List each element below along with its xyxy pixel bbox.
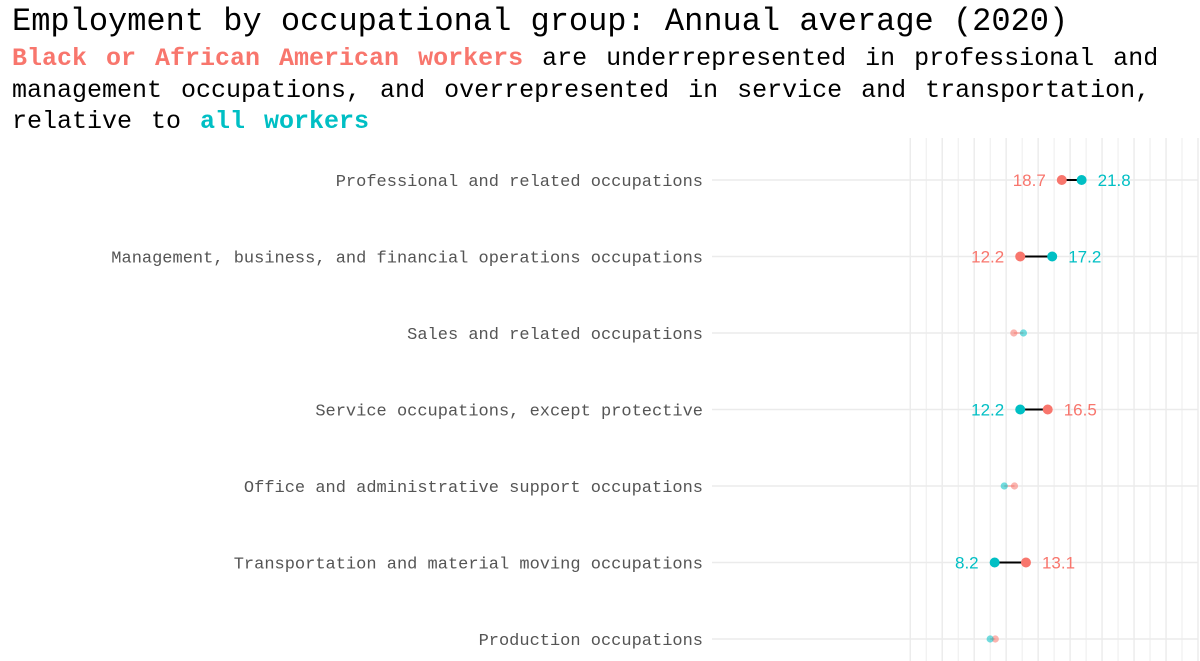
subtitle-text: are underrepresented in professional and… (12, 44, 1159, 136)
category-label: Management, business, and financial oper… (111, 250, 703, 269)
value-label-high: 17.2 (1068, 248, 1101, 267)
value-label-high: 16.5 (1064, 401, 1097, 420)
point-black-workers (991, 635, 999, 643)
value-label-low: 18.7 (1013, 171, 1046, 190)
point-all-workers (1015, 404, 1026, 415)
subtitle-highlight-black-workers: Black or African American workers (12, 44, 524, 73)
value-label-high: 21.8 (1098, 171, 1131, 190)
category-label: Professional and related occupations (336, 173, 703, 192)
point-all-workers (989, 557, 1000, 568)
subtitle-highlight-all-workers: all workers (200, 107, 370, 136)
point-all-workers (1047, 251, 1058, 262)
row-5: Transportation and material moving occup… (234, 554, 1075, 575)
category-label: Service occupations, except protective (315, 403, 703, 422)
category-label: Production occupations (479, 632, 703, 651)
chart-rows: Professional and related occupations 18.7… (111, 171, 1130, 651)
row-4: Office and administrative support occupa… (244, 479, 1019, 498)
point-black-workers (1010, 482, 1019, 490)
row-3: Service occupations, except protective 12… (315, 401, 1096, 422)
value-label-low: 12.2 (971, 248, 1004, 267)
point-black-workers (1042, 404, 1053, 415)
point-all-workers (986, 635, 994, 643)
chart-grid (712, 138, 1199, 661)
point-black-workers (1020, 557, 1031, 568)
row-1: Management, business, and financial oper… (111, 248, 1101, 269)
chart-title: Employment by occupational group: Annual… (12, 3, 1069, 40)
category-label: Sales and related occupations (407, 326, 703, 345)
point-all-workers (1019, 329, 1028, 337)
point-all-workers (1000, 482, 1008, 490)
category-label: Office and administrative support occupa… (244, 479, 703, 498)
row-0: Professional and related occupations 18.7… (336, 171, 1131, 192)
value-label-low: 8.2 (955, 554, 979, 573)
row-6: Production occupations (479, 632, 999, 651)
value-label-high: 13.1 (1042, 554, 1075, 573)
point-black-workers (1056, 175, 1067, 185)
point-black-workers (1015, 251, 1026, 262)
chart-subtitle: Black or African American workers are un… (12, 43, 1192, 138)
point-black-workers (1010, 329, 1018, 337)
point-all-workers (1076, 175, 1087, 185)
value-label-low: 12.2 (971, 401, 1004, 420)
category-label: Transportation and material moving occup… (234, 556, 703, 575)
row-2: Sales and related occupations (407, 326, 1028, 345)
